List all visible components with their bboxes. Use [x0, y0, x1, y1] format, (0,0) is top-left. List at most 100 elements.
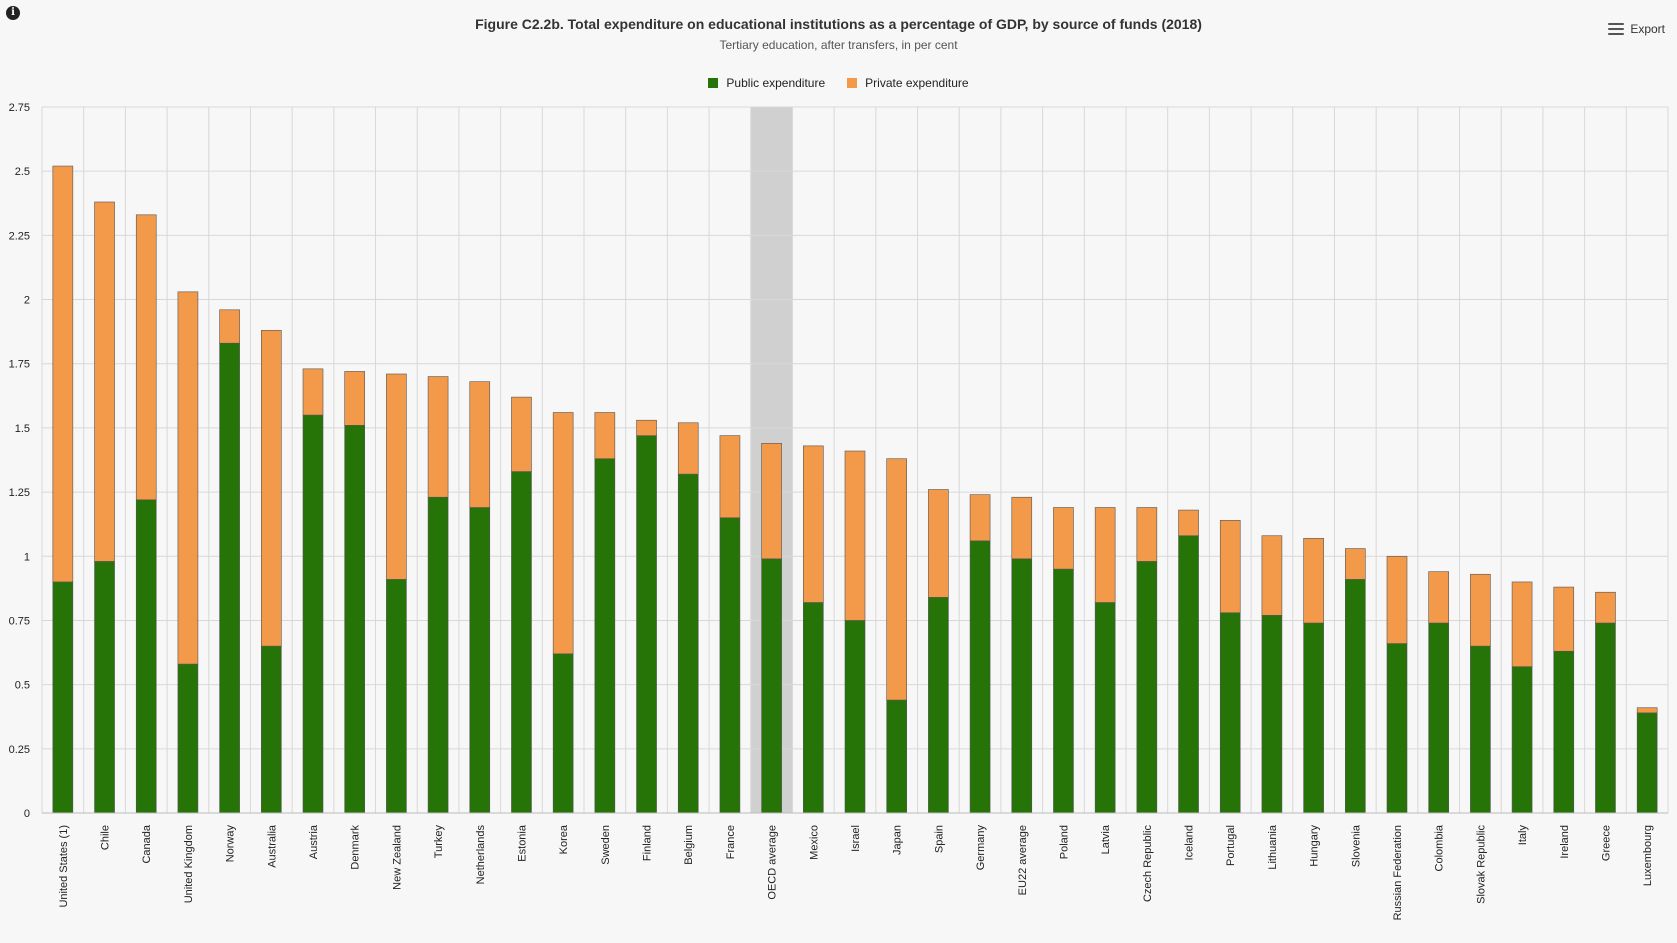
bar-private: [594, 412, 616, 460]
bar-public: [219, 342, 240, 814]
x-tick-label: Finland: [642, 825, 654, 861]
legend-label-public: Public expenditure: [726, 76, 826, 90]
bar-private: [1595, 591, 1616, 624]
bar-public: [52, 581, 74, 814]
x-tick-label: Japan: [892, 825, 904, 855]
bar-public: [803, 602, 824, 814]
bar-public: [135, 499, 157, 814]
x-tick-label: Slovak Republic: [1475, 825, 1487, 904]
x-tick-label: Poland: [1058, 825, 1070, 859]
bar-public: [1219, 612, 1241, 814]
bar-private: [427, 376, 449, 498]
bar-private: [1303, 538, 1324, 624]
y-tick-label: 0: [24, 808, 30, 820]
bar-public: [1136, 561, 1158, 814]
bar-public: [1094, 602, 1116, 814]
bar-private: [1178, 509, 1199, 537]
legend: Public expenditure Private expenditure: [0, 76, 1677, 90]
bar-private: [344, 371, 365, 426]
x-tick-label: Russian Federation: [1392, 825, 1404, 920]
bar-private: [719, 435, 741, 519]
y-tick-label: 1.25: [9, 487, 30, 499]
x-tick-label: Ireland: [1559, 825, 1571, 859]
bar-private: [511, 396, 532, 472]
bar-private: [1428, 571, 1449, 624]
bar-private: [261, 330, 282, 647]
x-tick-label: Netherlands: [475, 825, 487, 885]
x-tick-label: Canada: [141, 824, 153, 863]
bar-public: [469, 507, 491, 814]
bar-public: [427, 496, 449, 814]
x-tick-label: Australia: [266, 824, 278, 868]
bar-public: [1386, 643, 1408, 814]
legend-swatch-private: [847, 78, 858, 88]
export-label: Export: [1630, 22, 1665, 36]
bar-private: [1011, 496, 1033, 560]
x-tick-label: Sweden: [600, 825, 612, 865]
x-tick-label: Iceland: [1184, 825, 1196, 860]
bar-private: [94, 201, 115, 562]
x-tick-label: Austria: [308, 824, 320, 859]
legend-item-private[interactable]: Private expenditure: [847, 76, 969, 90]
bar-public: [1053, 568, 1074, 814]
y-tick-label: 2: [24, 295, 30, 307]
bar-public: [594, 458, 616, 814]
x-tick-label: Czech Republic: [1142, 825, 1154, 903]
legend-item-public[interactable]: Public expenditure: [708, 76, 825, 90]
bar-public: [1261, 615, 1283, 814]
x-tick-label: OECD average: [767, 825, 779, 900]
bar-public: [261, 645, 282, 814]
bar-public: [1470, 645, 1491, 814]
bar-public: [1345, 579, 1366, 814]
bar-public: [844, 620, 866, 814]
x-tick-label: Colombia: [1434, 824, 1446, 871]
y-tick-label: 1.5: [15, 423, 30, 435]
bar-private: [302, 368, 324, 416]
bar-private: [386, 373, 407, 580]
x-tick-label: Italy: [1517, 825, 1529, 846]
x-tick-label: Greece: [1600, 825, 1612, 861]
y-tick-label: 0.75: [9, 615, 30, 627]
x-tick-label: Israel: [850, 825, 862, 852]
x-tick-label: France: [725, 825, 737, 859]
bar-private: [135, 214, 157, 501]
bar-private: [219, 309, 240, 344]
bar-private: [1470, 573, 1491, 647]
x-tick-label: Estonia: [516, 824, 528, 862]
x-tick-label: Korea: [558, 824, 570, 854]
y-tick-label: 0.5: [15, 680, 30, 692]
bar-private: [761, 443, 782, 560]
bar-private: [677, 422, 699, 475]
x-tick-label: Portugal: [1225, 825, 1237, 866]
bar-public: [969, 540, 991, 814]
bar-private: [1136, 507, 1158, 562]
x-tick-label: Hungary: [1309, 825, 1321, 867]
bar-private: [886, 458, 907, 701]
bar-private: [1219, 520, 1241, 614]
bar-public: [886, 699, 907, 814]
bar-private: [1636, 707, 1658, 714]
bar-private: [177, 291, 199, 665]
bar-public: [719, 517, 741, 814]
bar-public: [1303, 622, 1324, 814]
bar-public: [928, 597, 949, 814]
bar-private: [552, 412, 574, 655]
bar-private: [1553, 586, 1575, 652]
bar-private: [469, 381, 491, 508]
bar-public: [552, 653, 574, 814]
x-tick-label: Denmark: [350, 825, 362, 870]
x-tick-label: Luxembourg: [1642, 825, 1654, 886]
x-tick-label: Lithuania: [1267, 824, 1279, 870]
bar-public: [761, 558, 782, 814]
bar-private: [1511, 581, 1533, 667]
bar-private: [1094, 507, 1116, 603]
bar-private: [1261, 535, 1283, 616]
info-icon[interactable]: i: [6, 6, 20, 20]
x-tick-label: Chile: [100, 825, 112, 850]
bar-public: [511, 471, 532, 814]
bar-private: [636, 419, 657, 436]
bar-private: [1053, 507, 1074, 570]
export-button[interactable]: Export: [1604, 20, 1669, 38]
y-tick-label: 2.25: [9, 230, 30, 242]
chart-title: Figure C2.2b. Total expenditure on educa…: [475, 16, 1202, 32]
